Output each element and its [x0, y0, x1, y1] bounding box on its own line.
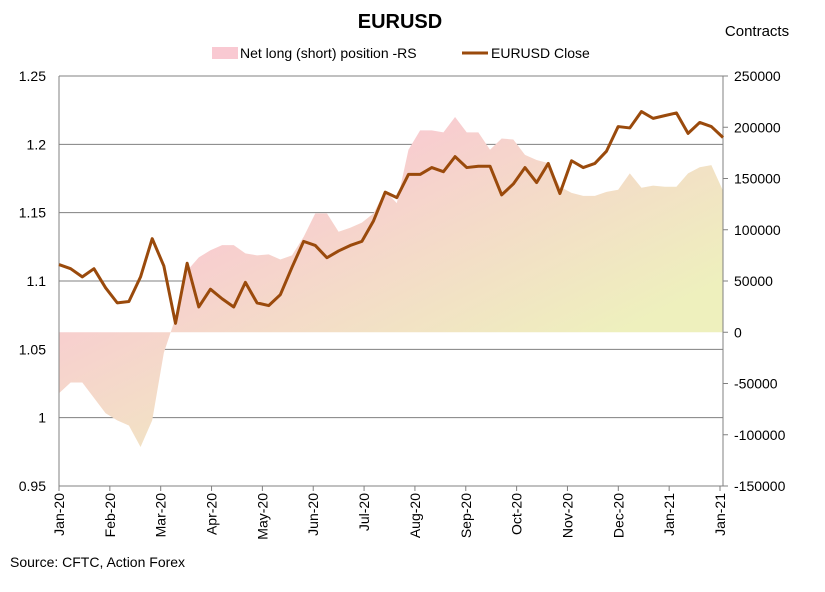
- x-tick-label: Jan-20: [51, 493, 67, 536]
- right-tick-label: 0: [734, 324, 742, 340]
- left-tick-label: 1.1: [27, 273, 47, 289]
- left-tick-label: 1.25: [19, 68, 46, 84]
- left-tick-label: 1.2: [27, 136, 47, 152]
- right-tick-label: -100000: [734, 427, 786, 443]
- x-tick-label: Aug-20: [407, 493, 423, 538]
- x-tick-label: Jan-21: [661, 493, 677, 536]
- right-tick-label: 150000: [734, 171, 781, 187]
- right-tick-label: 250000: [734, 68, 781, 84]
- x-tick-label: Feb-20: [102, 493, 118, 538]
- right-tick-label: -50000: [734, 376, 778, 392]
- x-tick-label: Sep-20: [458, 493, 474, 538]
- chart-title: EURUSD: [358, 11, 442, 33]
- x-tick-label: Jan-21: [712, 493, 728, 536]
- legend-label-eurusd: EURUSD Close: [491, 45, 590, 61]
- x-tick-label: May-20: [254, 493, 270, 540]
- x-tick-label: Apr-20: [204, 493, 220, 535]
- left-axis-ticks: 1.25 1.2 1.15 1.1 1.05 1 0.95: [19, 68, 46, 494]
- right-axis-ticks: 250000 200000 150000 100000 50000 0 -50000 -100…: [723, 68, 786, 494]
- eurusd-close-line: [58, 110, 725, 325]
- x-axis-ticks: Jan-20 Feb-20 Mar-20 Apr-20 May-20 Jun-20 Jul-…: [51, 486, 728, 540]
- legend-label-net-position: Net long (short) position -RS: [240, 45, 417, 61]
- left-tick-label: 0.95: [19, 478, 46, 494]
- x-tick-label: Dec-20: [610, 493, 626, 538]
- legend-swatch-net-position: [212, 47, 238, 59]
- left-tick-label: 1.15: [19, 205, 46, 221]
- legend: Net long (short) position -RS EURUSD Clo…: [212, 45, 590, 61]
- x-tick-label: Oct-20: [509, 493, 525, 535]
- x-tick-label: Mar-20: [153, 493, 169, 538]
- right-tick-label: 100000: [734, 222, 781, 238]
- net-position-area: [59, 117, 723, 448]
- left-tick-label: 1: [38, 410, 46, 426]
- right-tick-label: -150000: [734, 478, 786, 494]
- right-axis-label: Contracts: [725, 23, 789, 40]
- source-note: Source: CFTC, Action Forex: [10, 554, 185, 570]
- x-tick-label: Jul-20: [356, 493, 372, 531]
- right-tick-label: 50000: [734, 273, 773, 289]
- x-tick-label: Jun-20: [305, 493, 321, 536]
- left-tick-label: 1.05: [19, 341, 46, 357]
- x-tick-label: Nov-20: [559, 493, 575, 538]
- right-tick-label: 200000: [734, 119, 781, 135]
